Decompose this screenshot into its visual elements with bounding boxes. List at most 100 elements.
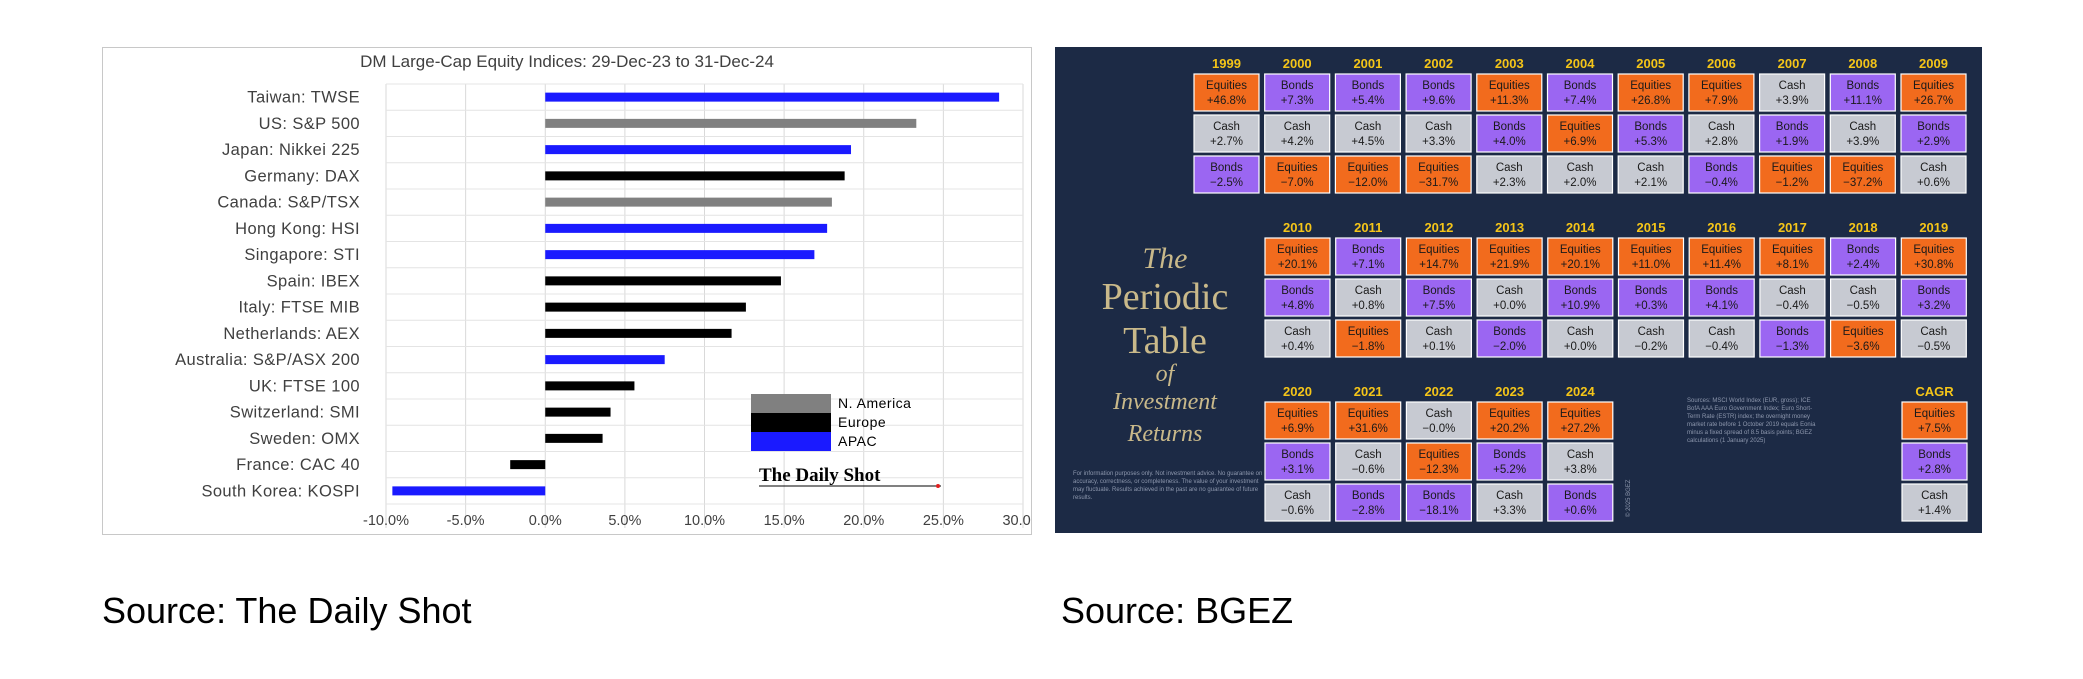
asset-return: +3.1%	[1281, 464, 1314, 476]
asset-name: Bonds	[1917, 285, 1950, 297]
asset-return: −0.5%	[1917, 341, 1950, 353]
asset-cell	[1758, 155, 1826, 194]
asset-name: Equities	[1277, 408, 1318, 420]
asset-name: Cash	[1920, 326, 1947, 338]
year-label: 2004	[1566, 56, 1596, 71]
periodic-table-svg: 1999 2000 2001 2002 2003 2004 2005 2006 2007 2008…	[1193, 56, 1968, 522]
asset-cell	[1547, 278, 1614, 317]
asset-return: +4.5%	[1351, 136, 1384, 148]
asset-name: Cash	[1849, 121, 1876, 133]
asset-cell	[1900, 114, 1967, 153]
asset-name: Bonds	[1635, 285, 1668, 297]
asset-name: Cash	[1354, 121, 1381, 133]
asset-cell	[1688, 73, 1755, 112]
asset-return: +4.8%	[1281, 300, 1314, 312]
asset-name: Equities	[1418, 449, 1459, 461]
brand-dot	[936, 484, 940, 488]
pt-title-investment: Investment	[1113, 389, 1217, 415]
asset-cell	[1829, 114, 1896, 153]
asset-name: Bonds	[1564, 80, 1597, 92]
bar	[545, 92, 1000, 102]
year-label: 2016	[1707, 220, 1736, 235]
equity-indices-chart: DM Large-Cap Equity Indices: 29-Dec-23 t…	[102, 47, 1032, 535]
asset-return: −1.2%	[1776, 177, 1809, 189]
asset-return: +26.8%	[1631, 95, 1670, 107]
asset-return: +4.0%	[1493, 136, 1526, 148]
asset-cell	[1547, 483, 1614, 522]
asset-name: Bonds	[1352, 80, 1385, 92]
asset-cell	[1264, 73, 1331, 112]
chart-title: DM Large-Cap Equity Indices: 29-Dec-23 t…	[360, 52, 774, 71]
year-label: 2012	[1424, 220, 1453, 235]
asset-return: +2.7%	[1210, 136, 1243, 148]
asset-name: Bonds	[1493, 449, 1526, 461]
bar	[545, 171, 845, 181]
bar	[510, 460, 546, 470]
asset-name: Cash	[1425, 121, 1452, 133]
x-tick-label: 25.0%	[923, 513, 964, 529]
asset-cell	[1264, 237, 1331, 276]
asset-name: Bonds	[1776, 121, 1809, 133]
x-tick-label: 15.0%	[764, 513, 805, 529]
asset-return: +2.0%	[1564, 177, 1597, 189]
asset-return: +26.7%	[1914, 95, 1953, 107]
pt-title-table: Table	[1123, 320, 1207, 362]
year-label: 2003	[1495, 56, 1524, 71]
asset-return: −0.4%	[1776, 300, 1809, 312]
category-label: Taiwan: TWSE	[247, 89, 360, 107]
asset-name: Bonds	[1423, 285, 1456, 297]
sources-note: Sources: MSCI World Index (EUR, gross); …	[1687, 398, 1816, 444]
cagr-cell	[1901, 442, 1968, 481]
asset-return: +1.9%	[1776, 136, 1809, 148]
asset-return: −1.8%	[1352, 341, 1385, 353]
asset-name: Equities	[1701, 80, 1742, 92]
asset-name: Equities	[1913, 244, 1954, 256]
asset-name: Bonds	[1422, 80, 1455, 92]
asset-name: Cash	[1213, 121, 1240, 133]
cagr-cell	[1901, 401, 1968, 440]
pt-title-periodic: Periodic	[1101, 276, 1229, 318]
bar	[545, 355, 665, 365]
category-label: Switzerland: SMI	[230, 404, 360, 422]
year-label: 2011	[1354, 220, 1382, 235]
asset-return: −2.5%	[1210, 177, 1243, 189]
asset-cell	[1759, 237, 1826, 276]
asset-cell	[1617, 278, 1685, 317]
year-label: 2008	[1848, 56, 1877, 71]
asset-return: +2.9%	[1917, 136, 1950, 148]
asset-return: +11.0%	[1632, 259, 1670, 271]
asset-name: Equities	[1206, 80, 1247, 92]
asset-cell	[1546, 155, 1614, 194]
asset-cell	[1688, 278, 1755, 317]
asset-name: Equities	[1772, 244, 1813, 256]
equity-indices-svg: DM Large-Cap Equity Indices: 29-Dec-23 t…	[175, 52, 1031, 529]
year-label: 2000	[1283, 56, 1312, 71]
asset-cell	[1688, 319, 1755, 358]
asset-name: Equities	[1489, 408, 1530, 420]
asset-return: +4.2%	[1281, 136, 1314, 148]
year-label: 2020	[1283, 384, 1312, 399]
asset-name: Equities	[1348, 408, 1389, 420]
asset-return: −0.2%	[1635, 341, 1668, 353]
asset-return: +2.4%	[1847, 259, 1880, 271]
asset-cell	[1829, 278, 1897, 317]
asset-cell	[1405, 73, 1472, 112]
year-label: 2007	[1778, 56, 1807, 71]
asset-cell	[1547, 237, 1614, 276]
cagr-asset-name: Equities	[1914, 408, 1955, 420]
asset-return: +14.7%	[1419, 259, 1458, 271]
x-tick-label: -10.0%	[363, 513, 409, 529]
asset-cell	[1334, 155, 1401, 194]
asset-name: Cash	[1355, 449, 1382, 461]
asset-return: +7.9%	[1705, 95, 1738, 107]
asset-cell	[1617, 73, 1684, 112]
legend-swatch	[751, 394, 831, 413]
asset-return: +0.0%	[1493, 300, 1526, 312]
asset-name: Cash	[1496, 490, 1523, 502]
asset-return: −0.6%	[1352, 464, 1385, 476]
bar	[545, 145, 852, 155]
asset-cell	[1758, 73, 1826, 112]
asset-cell	[1476, 319, 1543, 358]
asset-name: Bonds	[1564, 285, 1597, 297]
category-label: US: S&P 500	[259, 115, 360, 133]
